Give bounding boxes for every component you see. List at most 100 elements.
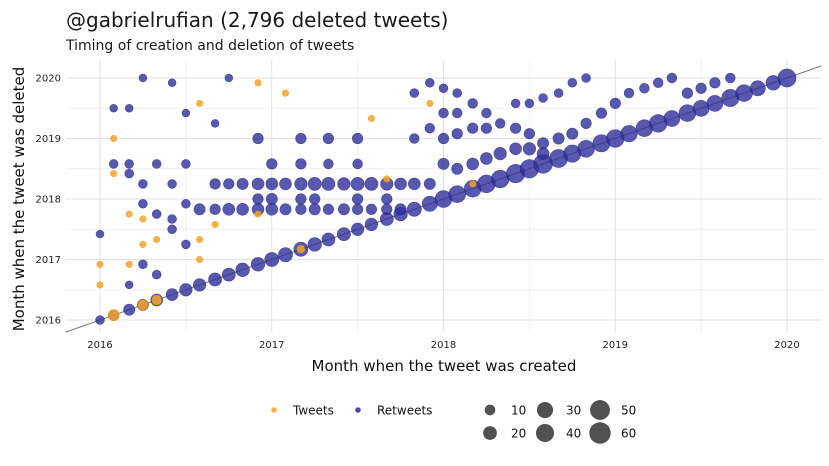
- retweet-point: [265, 202, 279, 216]
- retweet-point: [350, 222, 365, 236]
- tweet-point: [196, 255, 204, 264]
- retweet-point: [480, 122, 493, 134]
- retweet-point: [538, 93, 548, 103]
- retweet-point: [138, 73, 148, 83]
- retweet-point: [351, 132, 364, 145]
- retweet-point: [409, 88, 420, 98]
- retweet-point: [352, 158, 363, 170]
- retweet-point: [553, 88, 564, 98]
- retweet-point: [523, 128, 536, 140]
- retweet-point: [209, 178, 221, 190]
- x-tick-labels: 2016 2017 2018 2019 2020: [87, 340, 799, 351]
- retweet-point: [438, 83, 449, 94]
- retweet-point: [151, 209, 162, 219]
- retweet-point: [321, 176, 336, 191]
- retweet-point: [250, 257, 266, 272]
- y-tick-label: 2020: [36, 74, 61, 85]
- retweet-point: [351, 203, 364, 215]
- retweet-point: [467, 122, 479, 134]
- retweet-point: [179, 283, 193, 297]
- retweet-point: [777, 68, 797, 88]
- retweet-point: [623, 87, 635, 99]
- retweet-point: [350, 176, 365, 191]
- retweet-point: [307, 237, 322, 252]
- retweet-point: [295, 132, 307, 145]
- retweet-point: [595, 107, 608, 119]
- tweet-point: [153, 235, 161, 244]
- retweet-point: [509, 142, 522, 156]
- x-axis-title: Month when the tweet was created: [312, 357, 577, 375]
- y-tick-label: 2017: [36, 255, 61, 266]
- tweet-point: [367, 114, 375, 123]
- retweet-point: [224, 73, 234, 83]
- retweet-point: [652, 77, 664, 89]
- legend-size-key: [536, 401, 554, 419]
- retweet-point: [448, 185, 466, 203]
- tweet-point: [125, 210, 133, 218]
- retweet-point: [452, 88, 462, 98]
- tweet-point: [96, 260, 104, 268]
- y-tick-labels: 2016 2017 2018 2019 2020: [36, 74, 61, 327]
- legend-tweets-key: [271, 407, 277, 413]
- retweet-point: [124, 168, 134, 179]
- retweet-point: [151, 269, 162, 280]
- retweet-point: [181, 159, 191, 169]
- retweet-point: [364, 217, 379, 232]
- retweet-point: [509, 122, 522, 134]
- tweet-point: [426, 99, 434, 107]
- legend-tweets-label: Tweets: [292, 404, 334, 418]
- retweet-point: [424, 122, 436, 134]
- retweet-point: [167, 78, 177, 88]
- legend-size-label: 30: [566, 404, 581, 418]
- retweet-point: [567, 78, 578, 88]
- tweet-point: [254, 210, 262, 218]
- retweet-point: [351, 193, 364, 205]
- retweet-point: [95, 229, 105, 239]
- x-tick-label: 2020: [774, 340, 799, 351]
- retweet-point: [580, 117, 592, 130]
- retweet-point: [252, 193, 264, 205]
- tweet-point: [139, 215, 147, 223]
- retweet-point: [725, 72, 736, 84]
- retweet-point: [577, 140, 595, 158]
- retweet-point: [510, 98, 521, 109]
- tweet-point: [469, 180, 477, 188]
- retweet-point: [124, 159, 134, 169]
- legend-size-key: [535, 423, 555, 443]
- retweet-point: [295, 193, 307, 205]
- retweet-point: [266, 158, 278, 170]
- retweet-point: [208, 272, 223, 287]
- retweet-point: [109, 104, 118, 113]
- tweet-point: [96, 281, 104, 289]
- retweet-point: [581, 73, 591, 83]
- retweet-point: [279, 203, 292, 216]
- x-tick-label: 2016: [87, 340, 112, 351]
- retweet-point: [409, 133, 420, 144]
- retweet-point: [167, 224, 177, 235]
- retweet-point: [609, 97, 621, 110]
- retweet-point: [165, 288, 179, 301]
- retweet-point: [406, 201, 422, 217]
- retweet-point: [252, 132, 264, 145]
- retweet-point: [236, 177, 249, 190]
- retweet-point: [295, 158, 307, 170]
- retweet-point: [394, 203, 407, 216]
- x-tick-label: 2017: [259, 340, 284, 351]
- tweet-point: [139, 240, 147, 248]
- legend-size-label: 20: [511, 427, 526, 441]
- retweet-point: [695, 82, 707, 94]
- chart-subtitle: Timing of creation and deletion of tweet…: [66, 38, 355, 54]
- legend-size-label: 10: [511, 404, 526, 418]
- retweet-point: [307, 176, 322, 191]
- retweet-point: [193, 203, 206, 216]
- tweet-point: [137, 299, 149, 311]
- y-tick-label: 2019: [36, 134, 61, 145]
- retweet-point: [151, 159, 162, 169]
- legend-size-key: [484, 404, 496, 416]
- retweet-point: [480, 152, 493, 165]
- retweet-point: [394, 177, 407, 191]
- retweet-point: [124, 280, 134, 290]
- retweet-point: [364, 176, 379, 191]
- retweet-point: [278, 247, 293, 263]
